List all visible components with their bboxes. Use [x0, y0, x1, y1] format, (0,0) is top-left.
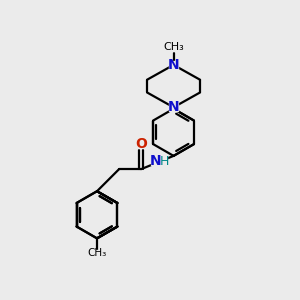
Text: H: H — [160, 154, 169, 167]
Bar — [137, 140, 145, 148]
Text: O: O — [135, 136, 147, 151]
Bar — [169, 61, 178, 69]
Bar — [166, 43, 181, 51]
Text: CH₃: CH₃ — [163, 42, 184, 52]
Bar — [169, 103, 178, 111]
Text: N: N — [168, 100, 179, 114]
Text: CH₃: CH₃ — [87, 248, 106, 258]
Bar — [151, 157, 167, 166]
Text: N: N — [150, 154, 162, 168]
Text: N: N — [168, 58, 179, 72]
Bar — [90, 250, 104, 257]
